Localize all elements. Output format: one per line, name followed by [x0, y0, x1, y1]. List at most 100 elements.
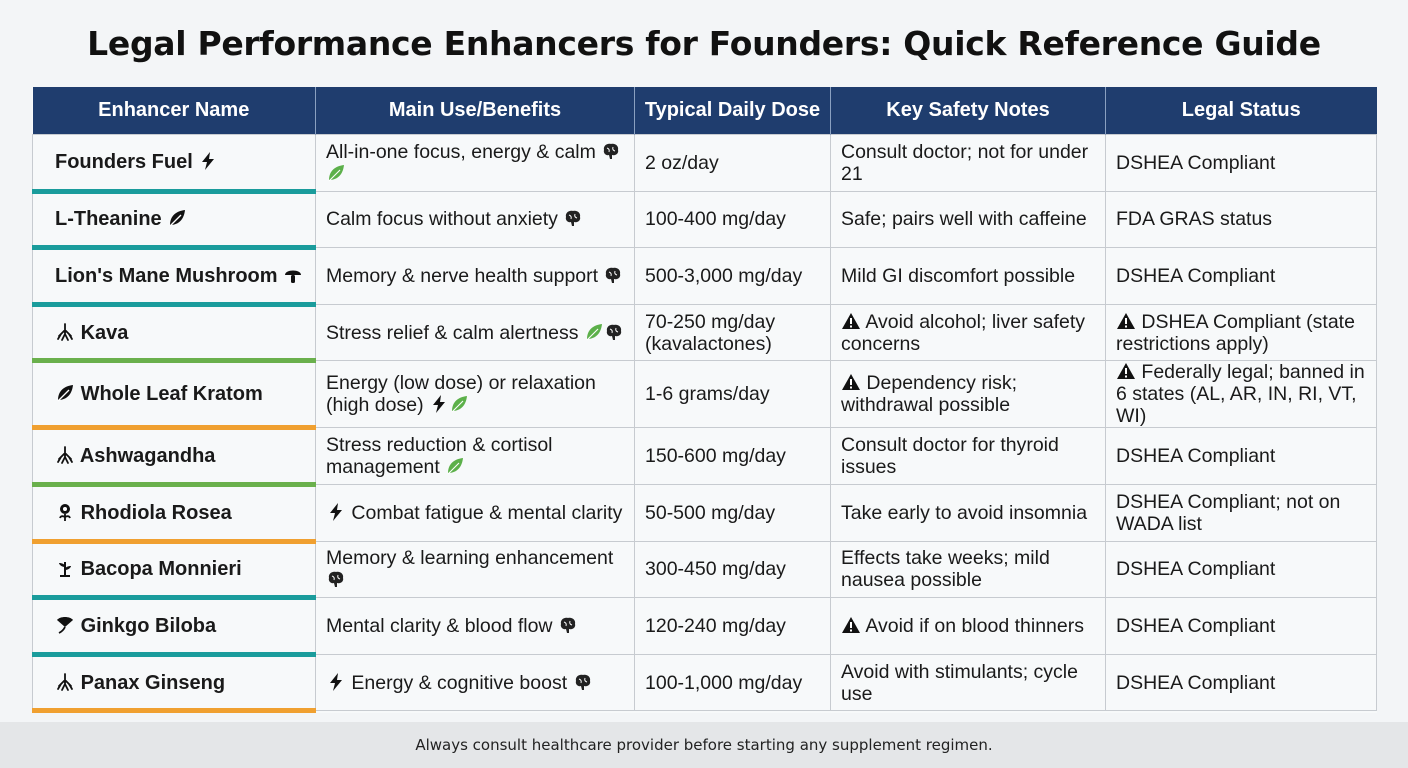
legal-status-cell: DSHEA Compliant — [1105, 597, 1377, 655]
root-icon — [55, 445, 75, 465]
benefit-cell: Stress reduction & cortisol management — [315, 427, 635, 485]
enhancer-name-cell: Rhodiola Rosea — [32, 483, 316, 544]
legal-status-cell: DSHEA Compliant — [1105, 427, 1377, 485]
legal-status-cell: DSHEA Compliant — [1105, 540, 1377, 599]
table-row: Panax Ginseng Energy & cognitive boost 1… — [32, 653, 1377, 714]
dose-text: 2 oz/day — [645, 151, 719, 174]
header-row: Enhancer Name Main Use/Benefits Typical … — [32, 87, 1377, 135]
enhancer-name: Ginkgo Biloba — [80, 614, 217, 637]
table-row: L-Theanine Calm focus without anxiety 10… — [32, 190, 1377, 251]
dose-cell: 70-250 mg/day (kavalactones) — [634, 303, 831, 362]
enhancer-name-cell: Lion's Mane Mushroom — [32, 247, 316, 307]
legal-status-text: DSHEA Compliant — [1116, 614, 1276, 637]
leaf-green-icon — [584, 322, 604, 342]
legal-status-cell: DSHEA Compliant; not on WADA list — [1105, 483, 1377, 542]
enhancer-name: Bacopa Monnieri — [80, 558, 242, 581]
safety-cell: Avoid alcohol; liver safety concerns — [830, 303, 1106, 362]
sprout-icon — [55, 558, 75, 578]
legal-status-cell: DSHEA Compliant — [1105, 653, 1377, 712]
dose-text: 100-400 mg/day — [645, 208, 786, 231]
benefit-cell: Mental clarity & blood flow — [315, 597, 635, 655]
enhancer-name-cell: Panax Ginseng — [32, 653, 316, 714]
dose-cell: 300-450 mg/day — [634, 540, 831, 599]
dose-cell: 500-3,000 mg/day — [634, 247, 831, 305]
table-row: Rhodiola Rosea Combat fatigue & mental c… — [32, 483, 1377, 544]
dose-text: 150-600 mg/day — [645, 445, 786, 468]
table-row: Lion's Mane Mushroom Memory & nerve heal… — [32, 247, 1377, 307]
benefit-text: Memory & learning enhancement — [326, 547, 614, 570]
dose-cell: 150-600 mg/day — [634, 427, 831, 485]
legal-status-text: FDA GRAS status — [1116, 208, 1273, 231]
safety-text: Avoid if on blood thinners — [865, 614, 1084, 637]
lightning-icon — [429, 394, 449, 414]
reference-table: Enhancer Name Main Use/Benefits Typical … — [32, 87, 1377, 714]
benefit-text: Energy & cognitive boost — [351, 671, 568, 694]
table-row: Kava Stress relief & calm alertness 70-25… — [32, 303, 1377, 364]
lightning-icon — [326, 672, 346, 692]
enhancer-name-cell: L-Theanine — [32, 190, 316, 251]
benefit-cell: All-in-one focus, energy & calm — [315, 134, 635, 192]
legal-status-cell: DSHEA Compliant (state restrictions appl… — [1105, 303, 1377, 362]
warning-icon — [841, 311, 861, 331]
safety-cell: Effects take weeks; mild nausea possible — [830, 540, 1106, 599]
header-enhancer-name: Enhancer Name — [32, 87, 316, 135]
warning-icon — [841, 615, 861, 635]
table-row: Whole Leaf Kratom Energy (low dose) or re… — [32, 360, 1377, 431]
safety-cell: Mild GI discomfort possible — [830, 247, 1106, 305]
ginkgo-leaf-icon — [55, 615, 75, 635]
benefit-text: Calm focus without anxiety — [326, 208, 558, 231]
root-icon — [55, 672, 75, 692]
legal-status-text: DSHEA Compliant — [1116, 558, 1276, 581]
header-daily-dose: Typical Daily Dose — [634, 87, 831, 135]
benefit-cell: Calm focus without anxiety — [315, 190, 635, 249]
dose-cell: 100-1,000 mg/day — [634, 653, 831, 712]
legal-status-text: DSHEA Compliant — [1116, 445, 1276, 468]
enhancer-name-cell: Ashwagandha — [32, 427, 316, 487]
benefit-cell: Energy (low dose) or relaxation (high do… — [315, 360, 635, 429]
brain-icon — [558, 615, 578, 635]
table-row: Bacopa Monnieri Memory & learning enhance… — [32, 540, 1377, 601]
enhancer-name: Founders Fuel — [55, 150, 193, 173]
safety-text: Effects take weeks; mild nausea possible — [841, 547, 1050, 592]
legal-status-text: DSHEA Compliant — [1116, 671, 1276, 694]
safety-text: Avoid with stimulants; cycle use — [841, 660, 1078, 705]
dose-cell: 1-6 grams/day — [634, 360, 831, 429]
enhancer-name: Kava — [80, 321, 129, 344]
lightning-icon — [326, 502, 346, 522]
brain-icon — [326, 569, 346, 589]
page-title: Legal Performance Enhancers for Founders… — [87, 24, 1321, 63]
warning-icon — [1116, 311, 1136, 331]
legal-status-text: DSHEA Compliant — [1116, 264, 1276, 287]
benefit-text: Stress relief & calm alertness — [326, 321, 579, 344]
table-row: Founders Fuel All-in-one focus, energy &… — [32, 134, 1377, 194]
benefit-text: All-in-one focus, energy & calm — [326, 140, 596, 163]
root-icon — [55, 322, 75, 342]
safety-cell: Consult doctor for thyroid issues — [830, 427, 1106, 485]
dose-text: 100-1,000 mg/day — [645, 671, 803, 694]
brain-icon — [601, 141, 621, 161]
dose-text: 300-450 mg/day — [645, 558, 786, 581]
header-main-use: Main Use/Benefits — [315, 87, 635, 135]
flower-icon — [55, 502, 75, 522]
brain-icon — [573, 672, 593, 692]
dose-cell: 120-240 mg/day — [634, 597, 831, 655]
safety-text: Avoid alcohol; liver safety concerns — [841, 310, 1086, 355]
benefit-text: Mental clarity & blood flow — [326, 614, 553, 637]
enhancer-name: Rhodiola Rosea — [80, 501, 232, 524]
benefit-cell: Stress relief & calm alertness — [315, 303, 635, 362]
dose-text: 70-250 mg/day (kavalactones) — [645, 310, 776, 355]
brain-icon — [563, 208, 583, 228]
enhancer-name: Panax Ginseng — [80, 671, 226, 694]
safety-cell: Dependency risk; withdrawal possible — [830, 360, 1106, 429]
mushroom-icon — [283, 265, 303, 285]
dose-text: 50-500 mg/day — [645, 501, 776, 524]
legal-status-text: DSHEA Compliant (state restrictions appl… — [1116, 310, 1355, 355]
enhancer-name: Whole Leaf Kratom — [80, 383, 263, 406]
dose-text: 120-240 mg/day — [645, 614, 786, 637]
enhancer-name: Lion's Mane Mushroom — [55, 264, 278, 287]
benefit-text: Stress reduction & cortisol management — [326, 434, 553, 479]
brain-icon — [603, 265, 623, 285]
enhancer-name: Ashwagandha — [79, 445, 216, 468]
header-safety-notes: Key Safety Notes — [830, 87, 1106, 135]
benefit-text: Memory & nerve health support — [326, 264, 599, 287]
